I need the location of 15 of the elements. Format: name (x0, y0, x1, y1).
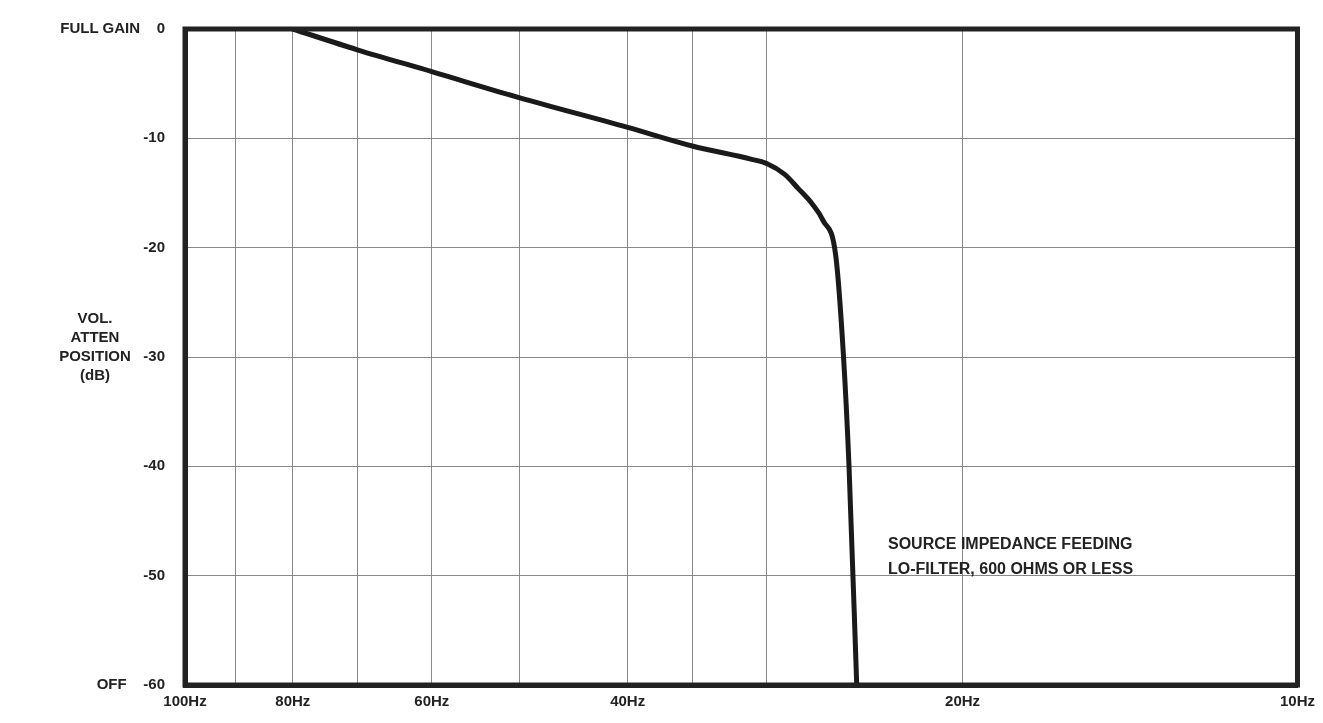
x-tick-label: 40Hz (610, 692, 646, 710)
x-tick-label: 80Hz (275, 692, 311, 710)
y-tick-label: -30 (143, 347, 165, 365)
y-tick-label: -50 (143, 565, 165, 583)
x-tick-label: 20Hz (945, 692, 981, 710)
y-tick-label: OFF -60 (96, 675, 165, 693)
x-tick-label: 100Hz (163, 692, 207, 710)
x-tick-label: 60Hz (414, 692, 450, 710)
y-axis-title: VOL. ATTEN POSITION (dB) (59, 308, 131, 383)
y-tick-label: -20 (143, 237, 165, 255)
y-tick-label: FULL GAIN 0 (60, 19, 165, 37)
annotation: SOURCE IMPEDANCE FEEDING LO-FILTER, 600 OHMS OR LESS (888, 535, 1134, 578)
x-tick-label: 10Hz (1279, 692, 1316, 710)
y-tick-label: -40 (143, 456, 165, 474)
y-tick-label: -10 (143, 128, 165, 146)
